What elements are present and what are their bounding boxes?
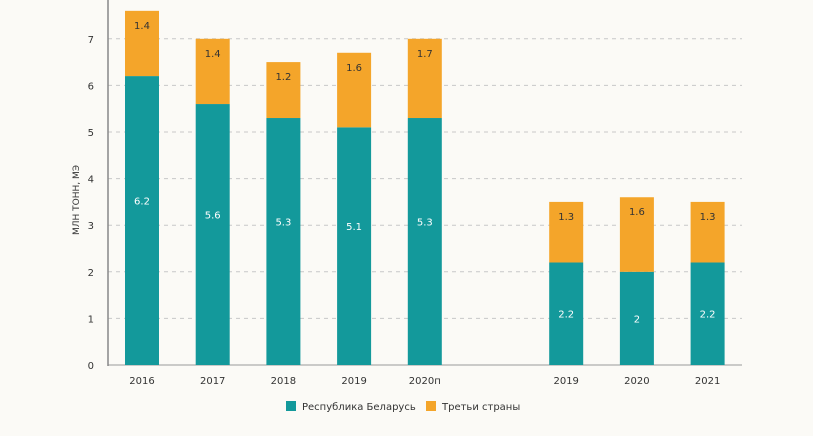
data-label: 1.4: [205, 49, 221, 60]
data-label: 1.6: [346, 63, 362, 74]
y-tick-label: 4: [88, 175, 94, 186]
bar-segment: [690, 201, 725, 263]
data-label: 1.4: [134, 21, 150, 32]
x-tick-label: 2018: [271, 376, 296, 387]
bar-segment: [549, 201, 584, 263]
bar-segment: [195, 38, 230, 105]
bar-segment: [266, 118, 301, 366]
legend-label: Республика Беларусь: [302, 402, 416, 413]
bar-segment: [619, 271, 654, 365]
y-tick-label: 1: [88, 314, 94, 325]
data-label: 2.2: [558, 310, 574, 321]
data-label: 2.2: [700, 310, 716, 321]
data-label: 5.3: [417, 218, 433, 229]
x-tick-label: 2020п: [409, 376, 441, 387]
data-label: 6.2: [134, 197, 150, 208]
legend-label: Третьи страны: [441, 402, 520, 413]
data-label: 5.3: [275, 218, 291, 229]
bar-segment: [407, 38, 442, 119]
y-tick-label: 5: [88, 128, 94, 139]
data-label: 1.7: [417, 49, 433, 60]
legend-swatch: [286, 401, 296, 411]
y-tick-label: 3: [88, 221, 94, 232]
x-tick-label: 2019: [341, 376, 366, 387]
bar-segment: [407, 118, 442, 366]
x-tick-label: 2017: [200, 376, 225, 387]
bar-segment: [619, 197, 654, 272]
bar-segment: [337, 52, 372, 128]
x-tick-label: 2021: [695, 376, 720, 387]
bar-segment: [690, 262, 725, 365]
legend-swatch: [426, 401, 436, 411]
y-axis-label: МЛН ТОНН, МЭ: [72, 165, 82, 235]
bar-segment: [549, 262, 584, 365]
x-tick-label: 2016: [129, 376, 154, 387]
data-label: 1.3: [700, 212, 716, 223]
y-tick-label: 2: [88, 268, 94, 279]
x-tick-label: 2019: [553, 376, 578, 387]
data-label: 1.6: [629, 207, 645, 218]
y-tick-label: 0: [88, 361, 94, 372]
bar-segment: [337, 127, 372, 365]
data-label: 5.6: [205, 211, 221, 222]
data-label: 1.2: [275, 72, 291, 83]
bar-segment: [125, 76, 159, 365]
bar-segment: [195, 104, 230, 365]
data-label: 2: [634, 314, 640, 325]
y-tick-label: 6: [88, 81, 94, 92]
data-label: 5.1: [346, 222, 362, 233]
x-tick-label: 2020: [624, 376, 649, 387]
bar-segment: [266, 62, 301, 119]
bar-segment: [125, 10, 159, 77]
data-label: 1.3: [558, 212, 574, 223]
y-tick-label: 7: [88, 35, 94, 46]
